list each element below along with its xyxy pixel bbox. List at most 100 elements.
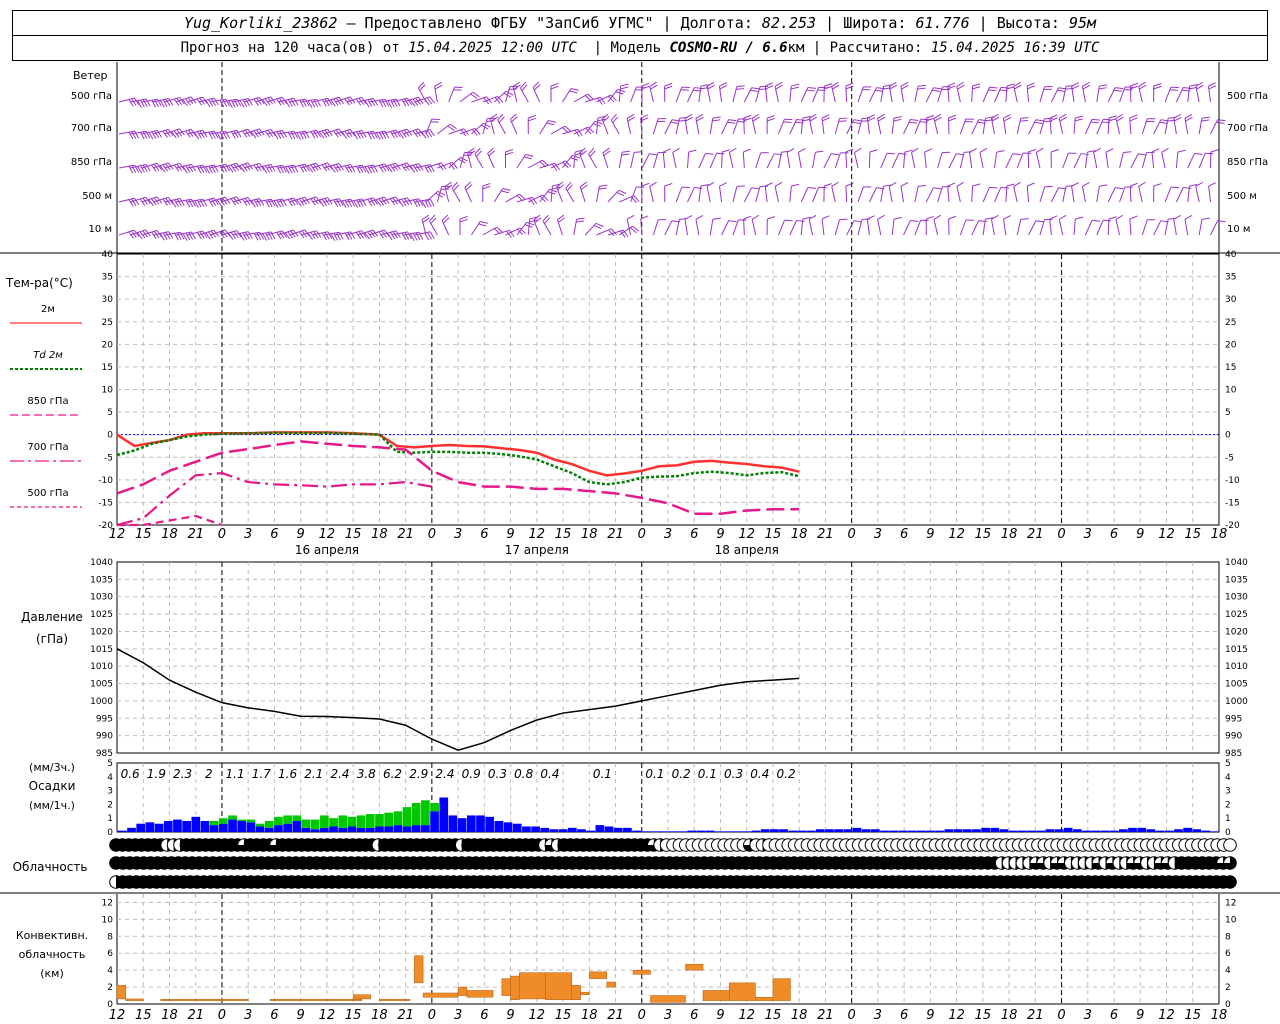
conv-xtick-label: 9 <box>716 1008 724 1023</box>
wind-barb-staff <box>1026 186 1030 203</box>
precip-bar-rain <box>567 827 577 832</box>
wind-barb-flag <box>310 231 316 240</box>
wind-barb-flag <box>1035 220 1044 223</box>
wind-barb-flag <box>548 119 557 123</box>
wind-barb-flag <box>279 165 284 174</box>
wind-barb-staff <box>1062 152 1069 169</box>
wind-barb-flag <box>267 232 273 240</box>
wind-barb-flag <box>350 231 356 240</box>
wind-barb-flag <box>174 233 179 241</box>
wind-barb-flag <box>900 182 909 187</box>
wind-barb-flag <box>205 232 211 240</box>
wind-barb-flag <box>854 147 862 153</box>
precip-bar-rain <box>264 827 274 832</box>
wind-barb-flag <box>743 114 752 119</box>
wind-barb-flag <box>649 181 657 187</box>
wind-barb-staff <box>764 186 768 203</box>
precip-bar-rain <box>916 830 926 832</box>
precip-3h-total: 1.1 <box>226 767 245 781</box>
wind-barb-flag <box>821 114 830 119</box>
precip-bar-rain <box>990 827 1000 832</box>
wind-barb-flag <box>211 165 216 173</box>
wind-barb-flag <box>467 147 475 153</box>
temp-legend-label: 700 гПа <box>27 442 68 453</box>
precip-bar-rain <box>283 823 292 832</box>
wind-barb-flag <box>510 113 517 120</box>
wind-barb-flag <box>1090 121 1099 124</box>
wind-barb-flag <box>451 181 458 189</box>
wind-barb-flag <box>617 88 626 93</box>
wind-barb-flag <box>216 199 223 207</box>
wind-barb-staff <box>1187 186 1190 203</box>
wind-barb-flag <box>1014 84 1022 90</box>
wind-barb-flag <box>290 131 296 139</box>
conv-ytick-right: 2 <box>1225 983 1231 993</box>
wind-barb-staff <box>675 219 680 236</box>
precip-bar-rain <box>384 826 393 832</box>
wind-barb-flag <box>641 85 650 90</box>
wind-barb-staff <box>777 152 782 169</box>
precip-bar-rain <box>1054 829 1064 832</box>
wind-barb-flag <box>284 166 290 174</box>
wind-barb-flag <box>372 98 378 106</box>
temp-xtick-label: 12 <box>109 527 126 542</box>
conv-ytick-left: 0 <box>107 1000 113 1010</box>
wind-barb-flag <box>199 231 205 239</box>
wind-barb-flag <box>381 99 387 107</box>
wind-barb-flag <box>533 214 541 221</box>
wind-barb-flag <box>392 99 398 107</box>
precip-3h-total: 2.4 <box>435 767 454 781</box>
wind-barb-flag <box>367 165 373 174</box>
conv-xtick-label: 18 <box>161 1008 178 1023</box>
wind-barb-flag <box>390 131 396 139</box>
precip-bar-rain <box>797 830 807 832</box>
wind-barb-staff <box>797 152 802 169</box>
wind-barb-flag <box>488 150 496 157</box>
wind-barb-flag <box>227 232 234 240</box>
wind-barb-flag <box>1020 218 1029 220</box>
wind-barb-flag <box>589 150 596 157</box>
precip-bar-rain <box>1146 829 1156 832</box>
conv-xtick-label: 15 <box>135 1008 152 1023</box>
wind-barb-staff <box>857 219 863 236</box>
wind-barb-flag <box>948 215 957 220</box>
wind-barb-flag <box>247 231 253 239</box>
wind-barb-flag <box>505 90 514 96</box>
temp-xtick-label: 0 <box>848 527 856 542</box>
wind-barb-flag <box>134 197 140 206</box>
precip-bar-rain <box>228 819 237 832</box>
precip-bar-snow <box>347 816 357 827</box>
forecast-start: 15.04.2025 12:00 UTC <box>408 40 577 56</box>
wind-barb-flag <box>588 147 595 155</box>
wind-barb-flag <box>821 215 830 220</box>
precip-bar-snow <box>255 823 265 827</box>
wind-barb-flag <box>641 82 650 87</box>
precip-bar-snow <box>338 815 348 828</box>
wind-barb-flag <box>213 197 219 206</box>
conv-xtick-label: 0 <box>848 1008 856 1023</box>
precip-bar-rain <box>1128 827 1137 832</box>
wind-barb-flag <box>282 198 287 207</box>
precip-bar-rain <box>825 829 834 832</box>
wind-barb-flag <box>154 130 160 139</box>
wind-barb-flag <box>373 130 378 139</box>
wind-barb-flag <box>327 231 333 239</box>
wind-barb-flag <box>1183 87 1192 89</box>
conv-cloud-bar <box>728 982 756 1001</box>
wind-barb-flag <box>531 196 538 205</box>
pressure-ytick-right: 1030 <box>1225 593 1248 603</box>
wind-barb-staff <box>808 219 814 236</box>
wind-barb-flag <box>505 148 514 153</box>
wind-barb-flag <box>370 98 376 107</box>
wind-barb-flag <box>145 98 151 107</box>
wind-barb-flag <box>182 233 188 241</box>
pressure-ytick-right: 1010 <box>1225 662 1248 672</box>
temp-xtick-label: 3 <box>244 527 252 542</box>
wind-barb-flag <box>370 131 375 140</box>
wind-barb-flag <box>387 232 393 241</box>
precip-bar-rain <box>246 822 256 832</box>
wind-barb-flag <box>1075 115 1084 119</box>
wind-barb-flag <box>580 184 588 190</box>
calc-time: 15.04.2025 16:39 UTC <box>930 40 1100 56</box>
pressure-ytick-right: 1040 <box>1225 558 1248 568</box>
